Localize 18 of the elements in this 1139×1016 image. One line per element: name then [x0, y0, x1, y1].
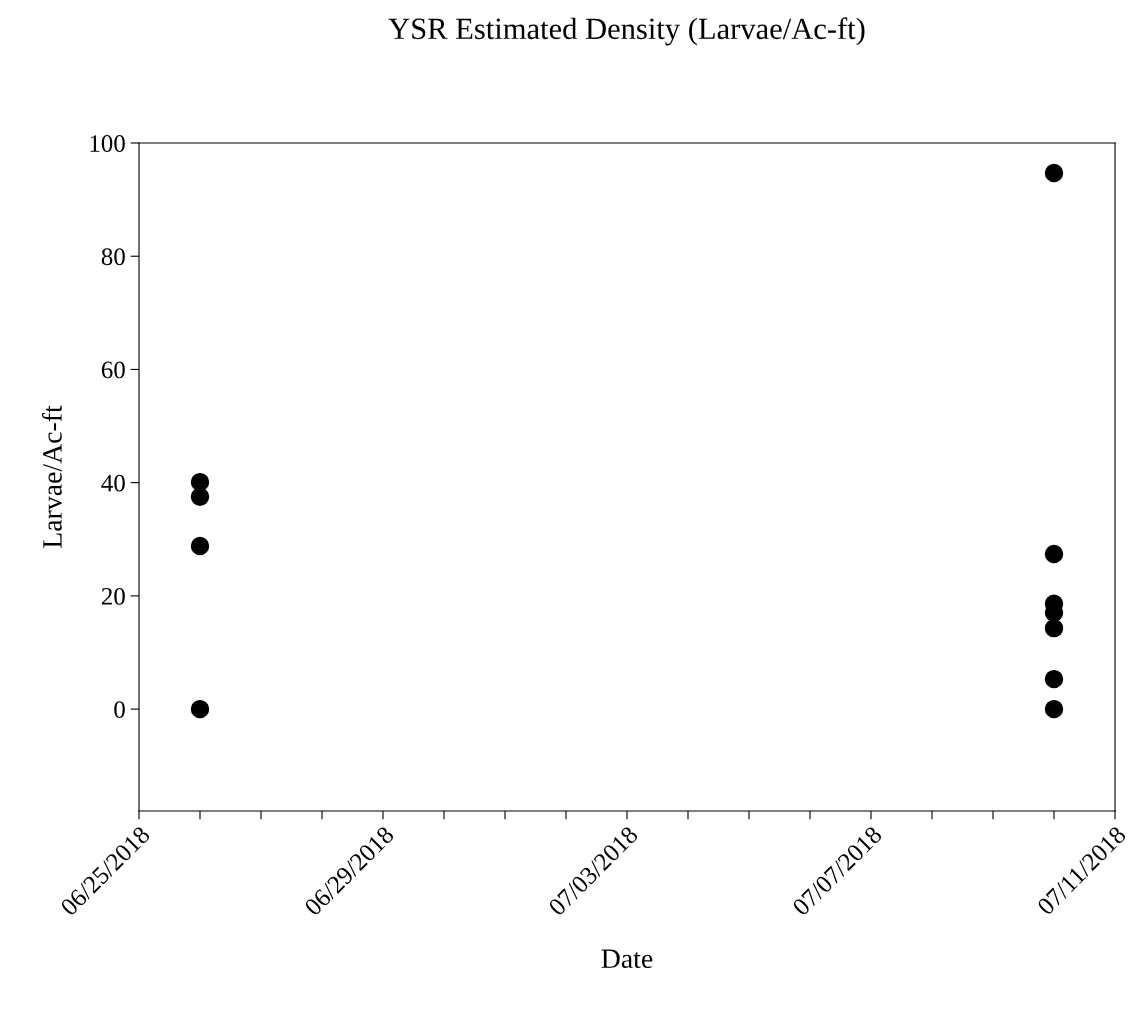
point — [1044, 618, 1064, 638]
point — [1044, 544, 1064, 564]
point — [190, 699, 210, 719]
point — [190, 536, 210, 556]
point — [1044, 669, 1064, 689]
point — [1044, 699, 1064, 719]
point — [190, 487, 210, 507]
y-tick-label: 100 — [90, 135, 125, 152]
point — [190, 472, 210, 492]
chart-title: YSR Estimated Density (Larvae/Ac-ft) — [388, 17, 865, 46]
y-tick-label: 20 — [101, 587, 125, 605]
y-tick-label: 80 — [101, 248, 125, 266]
y-tick-label: 40 — [101, 474, 125, 492]
y-tick-label: 0 — [114, 701, 125, 719]
y-axis-title: Larvae/Ac-ft — [42, 405, 62, 548]
x-axis-title: Date — [601, 949, 653, 969]
point — [1044, 163, 1064, 183]
y-tick-label: 60 — [101, 361, 125, 379]
